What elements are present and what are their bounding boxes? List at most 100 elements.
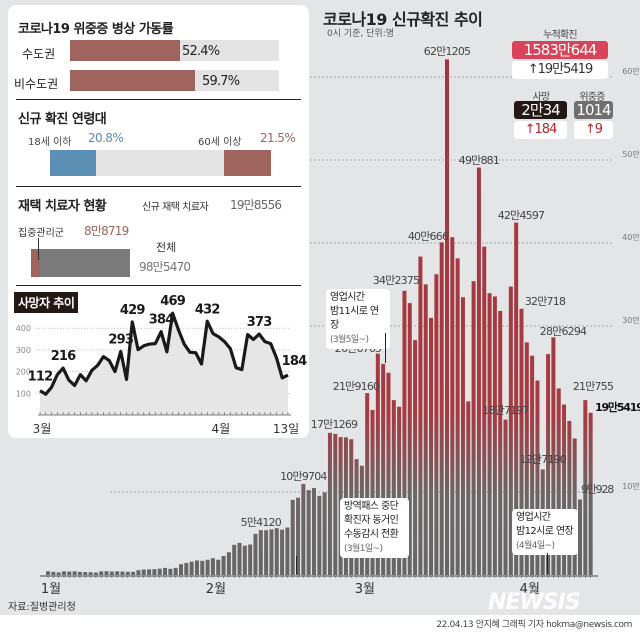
bar [210,558,215,575]
bar [301,483,306,575]
bar [125,571,130,575]
home-new-value: 19만8556 [230,198,282,212]
bar [535,380,540,575]
annotation-line: 확진자 동거인 [344,515,399,526]
bar [375,353,380,575]
bar [386,372,391,575]
bar [578,499,582,575]
bar [327,432,332,575]
divider [16,285,301,286]
deaths-data-label: 293 [108,332,133,347]
bar [136,570,141,575]
deaths-data-label: 112 [28,370,53,385]
y-tick-label: 400 [16,324,31,333]
y-tick-label: 60만 [622,67,640,76]
deaths-line [39,311,289,396]
bar [487,293,492,575]
bar-data-label: 62만1205 [423,45,471,59]
annotation-date: (3월5일~) [330,335,369,345]
bar [429,317,434,575]
bar [482,246,487,575]
age-young-value: 20.8% [88,131,124,145]
bar [157,568,162,575]
bar [583,400,588,575]
bar-data-label: 21만9160 [332,380,380,393]
annotation-pointer [385,333,386,363]
home-intensive-bar [31,249,40,277]
credit-text: 22.04.13 안지혜 그래픽 기자 hokma@newsis.com [436,620,632,630]
bar [115,571,120,575]
bar-data-label: 42만4597 [497,208,545,222]
annotation-line: 영업시간 [516,512,551,523]
deaths-data-label: 384 [149,313,174,328]
age-bar [50,150,271,176]
beds-bar-fill [70,40,180,61]
age-young-fill [50,150,96,176]
bar [147,569,152,575]
home-total-bar [31,249,130,277]
divider [16,99,301,100]
bar [173,567,178,575]
bar [450,237,455,575]
cumulative-label: 누적확진 [543,30,577,41]
bar [476,167,481,575]
deaths-data-label: 429 [120,303,145,318]
bar [248,544,253,575]
bar [407,303,412,575]
beds-title: 코로나19 위중증 병상 가동률 [18,22,174,37]
home-intensive-label: 집중관리군 [18,228,64,239]
bar [109,571,114,575]
bar [88,572,93,575]
annotation-pointer [547,553,548,574]
bar [258,530,263,575]
bar [221,555,226,575]
y-tick-label: 50만 [622,150,640,159]
bar [546,354,551,575]
bar [455,258,460,575]
bar [423,284,428,575]
age-young-label: 18세 이하 [28,137,72,148]
bar [264,530,269,575]
bar [471,281,476,575]
beds-label-noncapital: 비수도권 [14,77,59,91]
bar [200,560,205,575]
source-text: 자료:질병관리청 [8,602,76,613]
divider [16,186,301,187]
bar [104,571,109,575]
bar [179,564,183,575]
bar [391,400,396,575]
x-tick-label: 13일 [273,422,299,436]
bar [99,571,104,575]
bar [216,559,221,575]
y-tick-label: 10만 [622,482,640,491]
bar [588,412,593,575]
bar [141,569,146,575]
bar [269,529,274,575]
beds-bar-capital [70,40,279,61]
annotation-mar1: 방역패스 중단 확진자 동거인 수동감시 전환 (3월1일~) [340,498,409,558]
bar [296,497,301,575]
beds-value-noncapital: 59.7% [202,74,240,89]
bar [551,337,556,575]
bar [370,409,375,575]
bar-data-label: 12만7190 [519,453,567,466]
bar [306,490,311,575]
age-old-value: 21.5% [260,131,296,145]
deaths-data-label: 373 [247,315,272,330]
home-total-value: 98만5470 [139,260,191,274]
bar [466,401,471,575]
bar-data-label: 40만666 [407,230,449,243]
bar-data-label: 28만6294 [539,325,587,338]
bar [72,571,77,575]
bar [498,310,503,575]
y-tick-label: 100 [16,389,31,398]
cumulative-value: 1583만644 [512,41,608,59]
chart-title: 코로나19 신규확진 추이 [323,10,483,29]
critical-label: 위중증 [579,92,605,103]
bar [237,542,242,575]
bar [445,59,449,576]
bar [168,568,173,575]
home-pointer [38,238,39,260]
critical-value: 1014 [574,101,613,119]
bar [402,290,407,575]
